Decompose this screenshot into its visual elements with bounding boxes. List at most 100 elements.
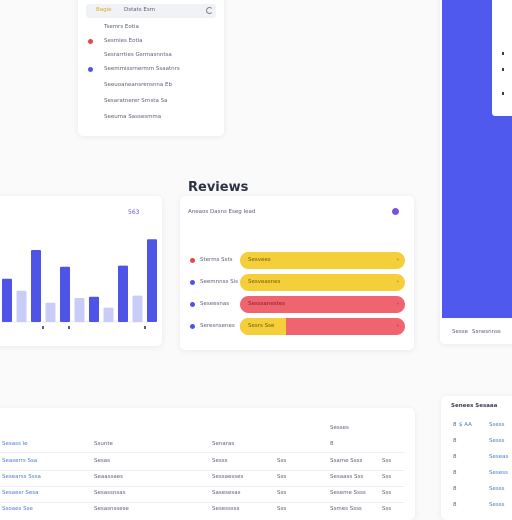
review-row[interactable]: Seresnsenes Sesrs Sse › [180,318,414,336]
reviews-subtitle: Aneaos Dasns Eseg Iead [188,209,256,215]
row-divider [0,470,405,471]
cell: Sesss [212,458,228,464]
side-list-item[interactable]: 8 Sesss [441,436,512,448]
dropdown-item[interactable]: Seemmissrnermm Ssaatnrs [78,64,224,76]
popup-marker [502,52,504,55]
side-list-card: Senees Sesaaa 8 $ AA Ssess 8 Sesss 8 Ses… [441,396,512,520]
dropdown-item-label: Tsemrs Eotia [104,24,139,30]
blue-panel-footer-a: Sesse [452,329,468,335]
chevron-right-icon: › [396,257,399,263]
table-row[interactable]: Ssoaes Sse Sesasnssese Sesesssss Sss Ssm… [0,504,415,516]
chart-bar[interactable] [16,290,27,322]
cell: Sasesesas [212,490,241,496]
side-list-item-label: Sesss [489,438,505,444]
cell: Ssoaes Sse [2,506,33,512]
item-marker: 8 [453,502,457,508]
side-list-title: Senees Sesaaa [451,403,498,409]
chart-bar[interactable] [118,265,128,322]
review-bar: Sesrs Sse › [240,318,405,335]
chart-bar[interactable] [45,302,56,322]
cell: Sesesssss [212,506,240,512]
dropdown-item-label: Sesaratnerer Srnsta Sa [104,98,168,104]
review-label: Seresnsenes [200,323,235,329]
side-list-item-label: Sesss [489,486,505,492]
side-list-item-label: Ssess [489,422,505,428]
column-header: 8 [330,441,334,447]
cell: Sss [382,458,392,464]
status-dot-red [88,39,93,44]
chart-bar[interactable] [89,296,99,322]
blue-panel-popup [492,0,512,116]
side-list-item[interactable]: 8 Seseas [441,452,512,464]
side-list-item[interactable]: 8 Sesss [441,484,512,496]
data-table: Ssunte Senaras Sesses 8 Sesass le Seaser… [0,408,415,520]
review-row[interactable]: Seseesnas Sesssanestes › [180,296,414,314]
side-list-item-label: Sesss [489,502,505,508]
settings-icon[interactable] [392,208,399,215]
chevron-right-icon: › [396,279,399,285]
table-row[interactable]: Seaserrs Ssa Sesas Sesss Sss Ssame Ssss … [0,456,415,468]
column-header: Sesses [330,425,349,431]
dropdown-item[interactable]: Sesaratnerer Srnsta Sa [78,96,224,108]
review-bar-text: Sesveasnes [248,279,281,285]
review-bar: Sesveasnes › [240,274,405,291]
chart-tick [68,326,70,329]
side-list-item[interactable]: 8 $ AA Ssess [441,420,512,432]
chart-bar[interactable] [60,266,70,322]
review-row[interactable]: Sterms Ssts Sesvees › [180,252,414,270]
cell: Sessaesses [212,474,244,480]
blue-panel-footer-b: Ssnesnnss [472,329,501,335]
side-list-item[interactable]: 8 Sesss [441,500,512,512]
dropdown-item[interactable]: Sesrarrties Gsrmasnntsa [78,50,224,62]
item-marker: $ AA [459,422,472,428]
review-row[interactable]: Seemnnss Sis Sesveasnes › [180,274,414,292]
review-label: Seseesnas [200,301,230,307]
column-header: Senaras [212,441,235,447]
review-bar-text: Sesssanestes [248,301,285,307]
status-dot-blue [190,302,195,307]
dropdown-item-label: Seeuoaneansrensnna Eb [104,82,173,88]
item-marker: 8 [453,470,457,476]
dropdown-item[interactable]: Seeuma Sassesmma [78,112,224,124]
review-bar-fill [240,318,286,335]
chart-bar[interactable] [147,239,157,322]
column-header: Sesass le [2,441,28,447]
item-marker: 8 [453,422,457,428]
cell: Sesaesr Sesa [2,490,39,496]
cell: Sesearss Sssa [2,474,41,480]
side-list-item[interactable]: 8 Sesess [441,468,512,480]
table-row[interactable]: Sesaesr Sesa Sesassnsas Sasesesas Sss Se… [0,488,415,500]
chart-bar[interactable] [31,250,41,322]
chart-bar[interactable] [2,278,12,322]
dropdown-item[interactable]: Tsemrs Eotia [78,22,224,34]
status-dot-blue [88,67,93,72]
blue-panel-card: Sesse Ssnesnnss [440,0,512,344]
chart-bar[interactable] [132,295,143,322]
chevron-right-icon: › [396,301,399,307]
side-list-item-label: Seseas [489,454,509,460]
cell: Seseme Ssss [330,490,366,496]
cell: Sesas [94,458,110,464]
popup-marker [502,68,504,71]
dropdown-header[interactable]: Bagie Dstats Esm [86,4,216,18]
reviews-card: Aneaos Dasns Eseg Iead Sterms Ssts Sesve… [180,196,414,350]
item-marker: 8 [453,438,457,444]
chart-bar[interactable] [74,298,85,322]
cell: Sss [277,458,287,464]
dropdown-item[interactable]: Sesmies Eotia [78,36,224,48]
dropdown-item-label: Sesrarrties Gsrmasnntsa [104,52,172,58]
status-dot-red [190,258,195,263]
review-bar: Sesssanestes › [240,296,405,313]
refresh-icon[interactable] [206,7,213,14]
table-header: Ssunte Senaras Sesses 8 Sesass le [0,425,415,446]
popup-marker [502,92,504,95]
cell: Ssmes Ssss [330,506,362,512]
status-dot-blue [190,280,195,285]
dropdown-item[interactable]: Seeuoaneansrensnna Eb [78,80,224,92]
dropdown-title: Dstats Esm [124,7,156,13]
item-marker: 8 [453,454,457,460]
cell: Seaassaes [94,474,123,480]
table-row[interactable]: Sesearss Sssa Seaassaes Sessaesses Sss S… [0,472,415,484]
side-list-item-label: Sesess [489,470,508,476]
chart-bar[interactable] [103,307,114,322]
